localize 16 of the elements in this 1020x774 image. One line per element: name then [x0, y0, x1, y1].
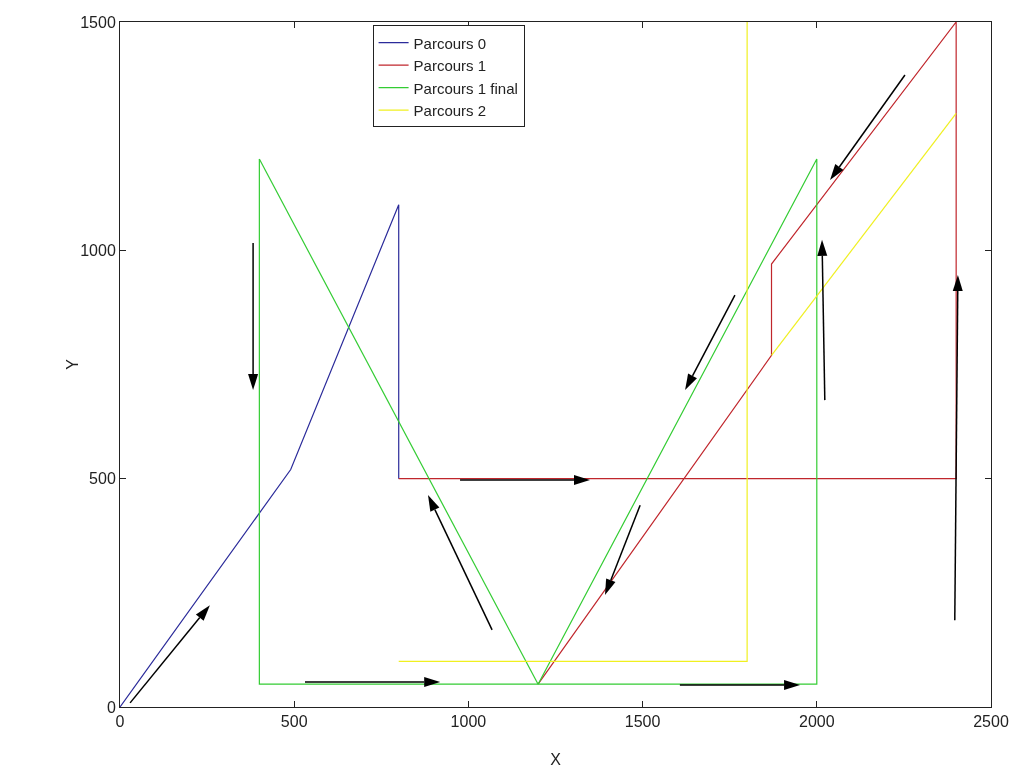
line-series [120, 204, 400, 707]
y-axis-title: Y [64, 358, 81, 370]
y-tick-label: 1000 [80, 241, 116, 259]
x-tick-label: 1000 [450, 713, 487, 731]
x-axis-title: X [550, 751, 562, 768]
x-tick-label: 2500 [973, 713, 1009, 731]
x-tick-label: 2000 [799, 713, 835, 731]
legend-label: Parcours 1 final [413, 79, 518, 97]
legend-label: Parcours 0 [413, 34, 487, 52]
legend-label: Parcours 2 [413, 102, 487, 120]
y-tick-label: 1500 [80, 13, 116, 31]
legend-label: Parcours 1 [413, 57, 487, 75]
y-tick-label: 500 [89, 470, 116, 488]
y-tick-label: 0 [106, 698, 116, 716]
x-tick-label: 1500 [624, 713, 661, 731]
x-tick-label: 500 [280, 713, 308, 731]
